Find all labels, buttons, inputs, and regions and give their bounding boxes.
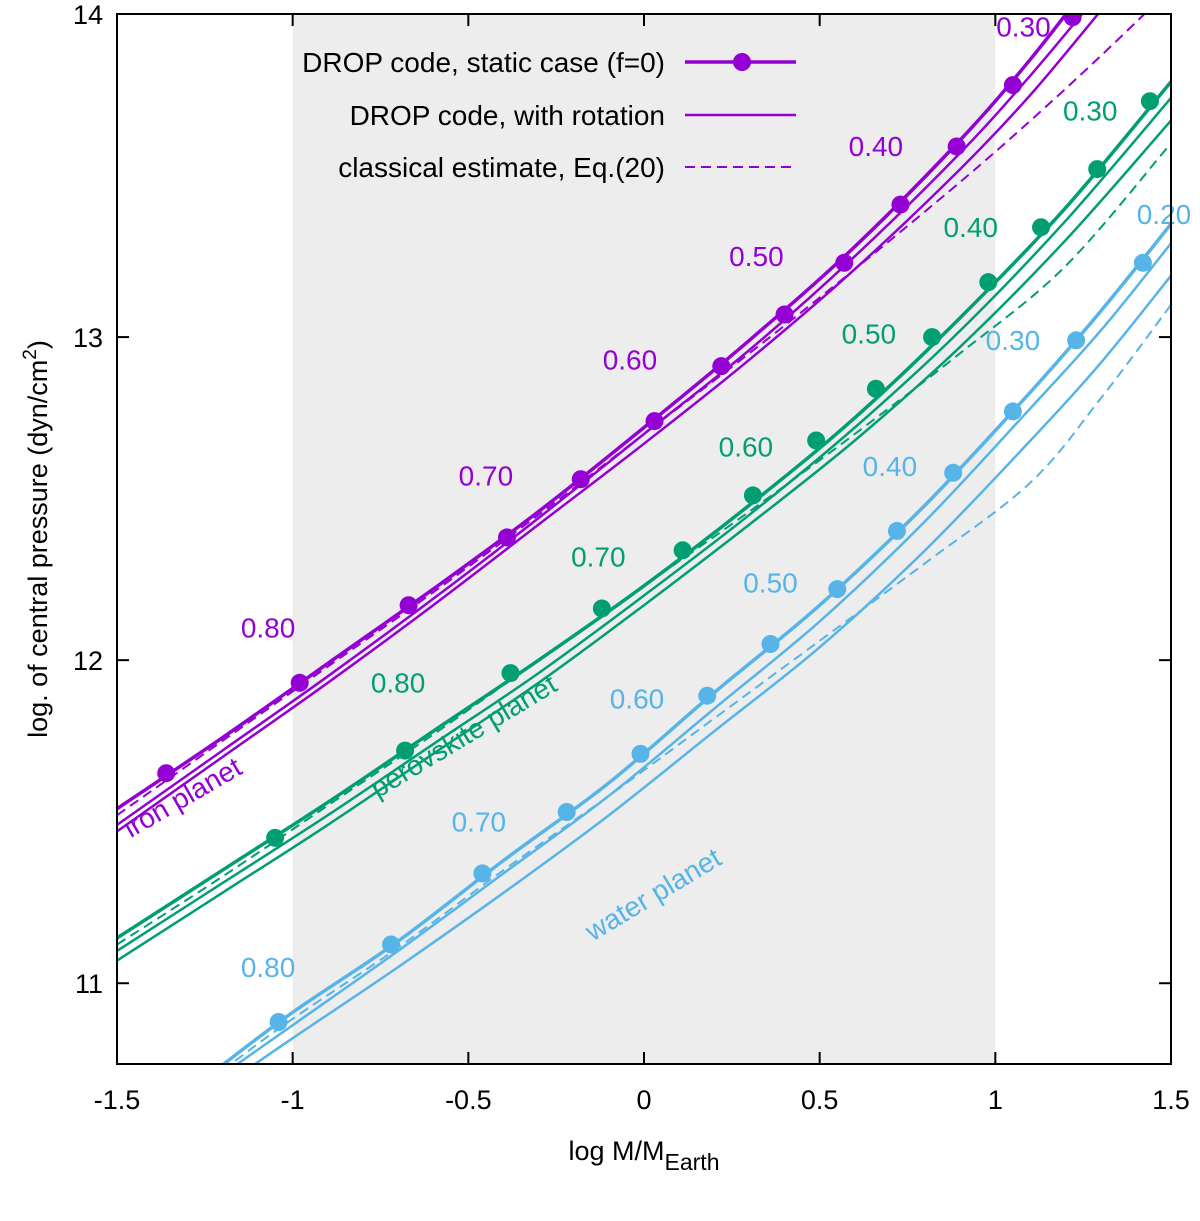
perovskite-planet-static-point — [673, 541, 692, 560]
legend-label: DROP code, with rotation — [350, 100, 665, 131]
y-tick-label: 14 — [73, 0, 103, 30]
y-tick-label: 13 — [73, 323, 103, 353]
x-tick-label: 1 — [988, 1085, 1003, 1115]
perovskite-planet-static-point — [501, 664, 520, 683]
water-planet-static-point — [382, 935, 401, 954]
iron-planet-value-label: 0.60 — [603, 344, 658, 375]
perovskite-planet-value-label: 0.80 — [371, 667, 426, 698]
perovskite-planet-value-label: 0.30 — [1063, 96, 1118, 127]
water-planet-rotation-curve-1 — [235, 242, 1171, 1064]
iron-planet-static-point — [712, 357, 731, 376]
y-axis-title-end: ) — [23, 340, 53, 349]
water-planet-static-point — [698, 686, 717, 705]
iron-planet-value-label: 0.40 — [849, 131, 904, 162]
iron-planet-value-label: 0.70 — [459, 461, 514, 492]
perovskite-planet-value-label: 0.40 — [943, 212, 998, 243]
water-planet-value-label: 0.60 — [610, 684, 665, 715]
y-axis-title-sup: 2 — [20, 349, 41, 360]
water-planet-rotation-curve-2 — [252, 274, 1171, 1064]
water-planet-value-label: 0.30 — [986, 325, 1041, 356]
perovskite-planet-rotation-curve-2 — [117, 119, 1171, 962]
y-tick-label: 11 — [75, 969, 103, 999]
perovskite-planet-static-point — [1088, 160, 1107, 179]
iron-planet-static-point — [571, 470, 590, 489]
perovskite-planet-static-point — [592, 599, 611, 618]
perovskite-planet-classical-curve — [117, 142, 1171, 946]
iron-planet-static-point — [157, 764, 176, 783]
perovskite-planet-rotation-curve-1 — [117, 97, 1171, 952]
iron-planet-static-point — [1063, 14, 1082, 27]
water-planet-static-point — [557, 803, 576, 821]
water-planet-static-point — [473, 864, 492, 883]
iron-planet-value-label: 0.80 — [241, 613, 296, 644]
iron-planet-static-point — [891, 195, 910, 214]
x-tick-label: 0 — [636, 1085, 651, 1115]
x-tick-label: -1 — [281, 1085, 305, 1115]
perovskite-planet-value-label: 0.50 — [842, 319, 897, 350]
iron-planet-static-point — [645, 412, 664, 431]
iron-planet-rotation-curve-2 — [117, 14, 1100, 833]
iron-planet-static-point — [290, 673, 309, 692]
iron-planet-value-label: 0.30 — [996, 12, 1051, 43]
water-planet-value-label: 0.50 — [743, 567, 798, 598]
perovskite-planet-value-label: 0.70 — [571, 541, 626, 572]
legend-label: classical estimate, Eq.(20) — [338, 152, 665, 183]
water-planet-static-point — [944, 463, 963, 482]
iron-planet-static-point — [497, 528, 516, 547]
water-planet-static-point — [761, 635, 780, 653]
perovskite-planet-static-point — [979, 273, 998, 292]
x-axis-title: log M/MEarth — [568, 1136, 719, 1175]
x-tick-label: 1.5 — [1152, 1085, 1190, 1115]
x-tick-label: -1.5 — [94, 1085, 141, 1115]
x-axis-title-main: log M/M — [568, 1136, 664, 1166]
perovskite-planet-static-point — [743, 486, 762, 505]
iron-planet-static-point — [947, 137, 966, 156]
iron-planet-static-point — [399, 596, 418, 615]
legend-marker — [733, 53, 751, 71]
perovskite-planet-static-point — [1032, 218, 1051, 237]
water-planet-value-label: 0.70 — [452, 806, 507, 837]
y-axis-title-main: log. of central pressure (dyn/cm — [23, 360, 53, 738]
perovskite-planet-static-point — [1140, 92, 1159, 111]
iron-planet-rotation-curve-1 — [117, 14, 1084, 826]
water-planet-static-point — [828, 580, 847, 599]
water-planet-classical-curve — [229, 304, 1171, 1064]
shaded-region — [292, 14, 996, 1064]
water-planet-static-point — [887, 521, 906, 540]
x-tick-label: 0.5 — [801, 1085, 839, 1115]
water-planet-static-point — [631, 744, 650, 763]
perovskite-planet-static-point — [396, 741, 415, 760]
legend: DROP code, static case (f=0) DROP code, w… — [302, 47, 796, 183]
water-planet-value-label: 0.40 — [863, 451, 918, 482]
iron-planet-static-point — [775, 305, 794, 324]
perovskite-planet-static-point — [807, 431, 826, 450]
water-planet-static-point — [269, 1013, 288, 1031]
legend-label: DROP code, static case (f=0) — [302, 47, 665, 78]
water-planet-value-label: 0.20 — [1137, 199, 1192, 230]
perovskite-planet-static-point — [266, 828, 285, 847]
water-planet-static-point — [1133, 253, 1152, 272]
water-planet-static-point — [1003, 402, 1022, 421]
iron-planet-static-point — [1003, 76, 1022, 95]
perovskite-planet-value-label: 0.60 — [719, 432, 774, 463]
iron-planet-static-point — [835, 253, 854, 272]
x-axis-title-sub: Earth — [665, 1149, 720, 1175]
y-tick-label: 12 — [73, 646, 103, 676]
x-tick-label: -0.5 — [445, 1085, 492, 1115]
perovskite-planet-static-curve — [117, 80, 1171, 940]
water-planet-static-point — [1067, 331, 1086, 350]
perovskite-planet-static-point — [923, 328, 942, 347]
iron-planet-value-label: 0.50 — [729, 241, 784, 272]
water-planet-value-label: 0.80 — [241, 952, 296, 983]
perovskite-planet-static-point — [866, 379, 885, 398]
y-axis-title: log. of central pressure (dyn/cm2) — [20, 340, 53, 738]
